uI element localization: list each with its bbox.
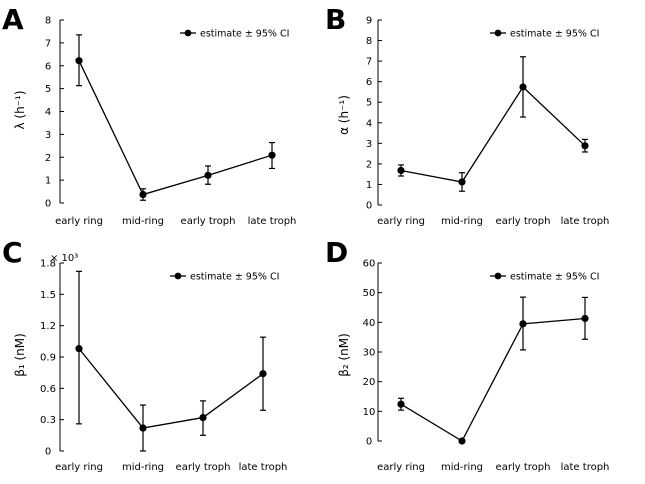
panel-c-data-point	[259, 370, 267, 378]
panel-d-series-line	[400, 317, 586, 442]
panel-a-ytick-label: 6	[45, 61, 51, 72]
panel-b-legend-marker	[494, 29, 502, 37]
panel-b-ylabel: α (h⁻¹)	[337, 95, 351, 135]
panel-a-ytick-label: 8	[45, 16, 51, 27]
panel-b-ytick-label: 8	[366, 36, 372, 47]
panel-a-ylabel: λ (h⁻¹)	[13, 90, 27, 129]
panel-b-ytick-label: 2	[366, 159, 372, 170]
panel-c-ytick-label: 0.6	[40, 384, 56, 395]
panel-b-xtick-label: early troph	[496, 216, 551, 227]
panel-c-ytick-label: 0.3	[40, 415, 56, 426]
panel-d-data-point	[519, 320, 527, 328]
panel-c-xtick-label: early ring	[55, 462, 103, 473]
panel-c-multiplier: × 10³	[50, 253, 78, 264]
panel-a-ytick-label: 1	[45, 176, 51, 187]
panel-d-ytick-label: 60	[363, 259, 376, 270]
panel-b-series-line	[400, 85, 586, 183]
panel-letter-b: B	[325, 3, 346, 36]
panel-c-series-line	[78, 348, 264, 429]
panel-a-ytick-label: 5	[45, 84, 51, 95]
panel-c-ylabel: β₁ (nM)	[13, 333, 27, 377]
panel-b-xtick-label: early ring	[377, 216, 425, 227]
panel-c-xtick-label: early troph	[176, 462, 231, 473]
panel-a-series-line	[78, 60, 273, 196]
panel-d-data-point	[397, 400, 405, 408]
panel-c-ytick-label: 1.2	[40, 321, 56, 332]
panel-a: A 0 1 2 3 4 5 6 7 8 early ring mid-ring early troph…	[2, 3, 296, 227]
panel-b-ytick-label: 0	[366, 201, 372, 212]
panel-b-legend-label: estimate ± 95% CI	[510, 29, 599, 40]
panel-a-axes: 0 1 2 3 4 5 6 7 8 early ring mid-ring early troph la…	[45, 16, 297, 228]
panel-a-legend-label: estimate ± 95% CI	[200, 29, 289, 40]
panel-b-xtick-label: late troph	[561, 216, 610, 227]
panel-letter-d: D	[325, 236, 348, 269]
panel-d-ytick-label: 40	[363, 318, 376, 329]
panel-d-legend-label: estimate ± 95% CI	[510, 272, 599, 283]
panel-b: B 0 1 2 3 4 5 6 7 8 9 early ring mid-ring early trop…	[325, 3, 609, 227]
panel-c-xtick-label: late troph	[239, 462, 288, 473]
panel-a-ytick-label: 2	[45, 153, 51, 164]
panel-letter-a: A	[2, 3, 24, 36]
panel-b-ytick-label: 1	[366, 180, 372, 191]
panel-a-xtick-label: early troph	[181, 216, 236, 227]
panel-a-ytick-label: 7	[45, 38, 51, 49]
panel-d: D 0 10 20 30 40 50 60 early ring mid-ring early t…	[325, 236, 609, 473]
panel-a-ytick-label: 3	[45, 130, 51, 141]
panel-d-xtick-label: early troph	[496, 462, 551, 473]
panel-letter-c: C	[2, 236, 23, 269]
panel-c-xtick-label: mid-ring	[122, 462, 164, 473]
panel-b-ytick-label: 3	[366, 139, 372, 150]
panel-a-xtick-label: early ring	[55, 216, 103, 227]
panel-c-legend-marker	[174, 272, 182, 280]
panel-c-axes: 0 0.3 0.6 0.9 1.2 1.5 1.8 early ring mid-ring ear…	[40, 259, 287, 474]
panel-c-data-point	[75, 345, 83, 353]
panel-c-data-point	[139, 424, 147, 432]
panel-d-xtick-label: early ring	[377, 462, 425, 473]
panel-a-data-point	[75, 57, 83, 65]
panel-d-xtick-label: mid-ring	[441, 462, 483, 473]
panel-b-data-point	[458, 178, 466, 186]
panel-b-ytick-label: 6	[366, 77, 372, 88]
panel-a-data-point	[268, 151, 276, 159]
panel-c-ytick-label: 1.8	[40, 259, 56, 270]
panel-d-data-point	[458, 437, 466, 445]
panel-a-ytick-label: 0	[45, 199, 51, 210]
panel-c-ytick-label: 0.9	[40, 353, 56, 364]
panel-d-ytick-label: 0	[366, 437, 372, 448]
panel-d-ytick-label: 30	[363, 348, 376, 359]
panel-a-xtick-label: mid-ring	[122, 216, 164, 227]
panel-d-data-point	[581, 314, 589, 323]
panel-c: C 0 0.3 0.6 0.9 1.2 1.5 1.8 early ring mid-ring e…	[2, 236, 287, 473]
panel-c-data-point	[199, 413, 207, 422]
panel-a-data-point	[139, 190, 147, 199]
panel-a-ytick-label: 4	[45, 107, 51, 118]
panel-a-legend-marker	[184, 29, 192, 37]
panel-d-ylabel: β₂ (nM)	[337, 333, 351, 377]
panel-d-legend-marker	[494, 272, 502, 280]
panel-c-ytick-label: 1.5	[40, 290, 56, 301]
panel-c-legend-label: estimate ± 95% CI	[190, 272, 279, 283]
panel-b-ytick-label: 9	[366, 16, 372, 27]
panel-d-ytick-label: 50	[363, 288, 376, 299]
panel-b-ytick-label: 4	[366, 118, 372, 129]
panel-b-axes: 0 1 2 3 4 5 6 7 8 9 early ring mid-ring early troph l…	[366, 16, 610, 228]
panel-b-xtick-label: mid-ring	[441, 216, 483, 227]
panel-d-xtick-label: late troph	[561, 462, 610, 473]
panel-b-ytick-label: 5	[366, 98, 372, 109]
panel-a-xtick-label: late troph	[248, 216, 297, 227]
panel-a-data-point	[204, 171, 212, 179]
panel-d-ytick-label: 10	[363, 407, 376, 418]
panel-b-data-point	[519, 83, 527, 91]
panel-b-ytick-label: 7	[366, 57, 372, 68]
panel-c-ytick-label: 0	[45, 447, 51, 458]
panel-d-ytick-label: 20	[363, 377, 376, 388]
panel-b-data-point	[581, 142, 589, 150]
panel-d-axes: 0 10 20 30 40 50 60 early ring mid-ring early tro…	[363, 259, 610, 474]
panel-b-data-point	[397, 166, 405, 175]
